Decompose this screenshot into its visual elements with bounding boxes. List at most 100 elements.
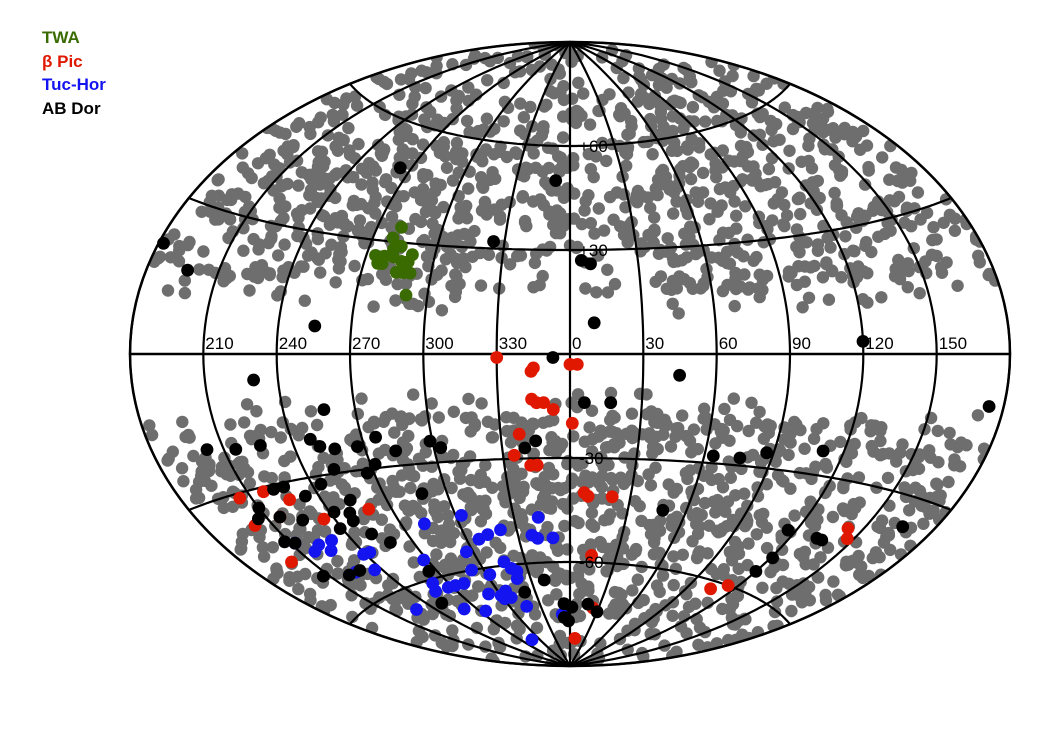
field-star [932,456,945,469]
field-star [608,585,622,599]
field-star [590,286,603,299]
field-star [730,209,743,222]
field-star [181,238,195,252]
data-point [704,582,717,596]
field-star [450,102,463,115]
field-star [527,195,540,208]
field-star [509,485,523,498]
field-star [828,186,841,200]
field-star [217,501,230,515]
field-star [765,152,779,165]
data-point [267,482,280,496]
field-star [724,471,737,484]
field-star [365,220,378,234]
field-star [613,108,626,122]
field-star [416,182,430,196]
field-star [468,224,481,238]
field-star [464,501,477,514]
field-star [248,270,261,283]
field-star [798,442,811,455]
data-point [257,485,270,499]
field-star [513,623,526,636]
field-star [667,550,680,563]
field-star [797,550,810,564]
field-star [290,120,303,133]
field-star [276,179,290,192]
field-star [831,588,845,601]
field-star [896,438,909,451]
field-star [830,199,844,212]
field-star [450,136,464,150]
field-star [587,170,600,184]
data-point [328,442,342,456]
data-point [494,589,508,602]
data-point [525,633,539,647]
field-star [224,418,237,431]
field-star [826,122,840,135]
data-point [766,551,779,565]
field-star [178,286,192,300]
field-star [578,204,591,217]
field-star [594,424,607,437]
field-star [716,144,729,157]
field-star [164,251,177,264]
field-star [245,171,258,185]
field-star [592,249,605,262]
field-star [354,197,368,211]
field-star [166,445,179,458]
data-point [537,396,550,409]
field-star [265,425,278,439]
field-star [794,423,807,437]
field-star [462,392,475,406]
field-star [438,528,452,541]
field-star [816,271,830,284]
field-star [243,284,256,297]
data-point [346,514,360,528]
field-star [824,241,837,254]
field-star [578,584,591,597]
field-star [315,145,329,158]
field-star [168,228,181,241]
data-point [457,602,471,616]
field-star [883,194,896,207]
field-star [703,213,716,226]
field-star [727,179,740,193]
field-star [541,141,555,154]
series-ab-dor [157,161,996,628]
field-star [845,447,859,460]
field-star [518,170,531,183]
field-star [489,172,502,185]
field-star [302,531,315,544]
field-star [646,148,659,161]
data-point [422,564,436,578]
field-star [382,579,395,592]
field-star [822,293,836,306]
field-star [446,112,459,126]
field-star [890,455,903,468]
field-star [937,216,950,229]
data-point [585,549,598,562]
field-star [324,216,338,229]
field-star [389,294,402,307]
field-star [445,279,458,292]
field-star [800,236,813,249]
field-star [721,495,735,508]
field-star [790,240,803,253]
latitude-tick-label: +60 [579,137,608,156]
field-star [434,178,447,192]
data-point [481,528,495,541]
field-star [726,109,739,122]
field-star [898,216,911,229]
field-star [530,477,543,490]
field-star [686,100,700,114]
field-star [355,392,368,405]
data-point [455,509,468,522]
field-star [767,135,780,148]
data-point [406,248,419,262]
data-point [856,335,870,348]
data-point [200,443,214,456]
data-point [254,439,267,452]
field-star [721,245,734,258]
field-star [476,503,489,516]
field-star [861,296,874,309]
